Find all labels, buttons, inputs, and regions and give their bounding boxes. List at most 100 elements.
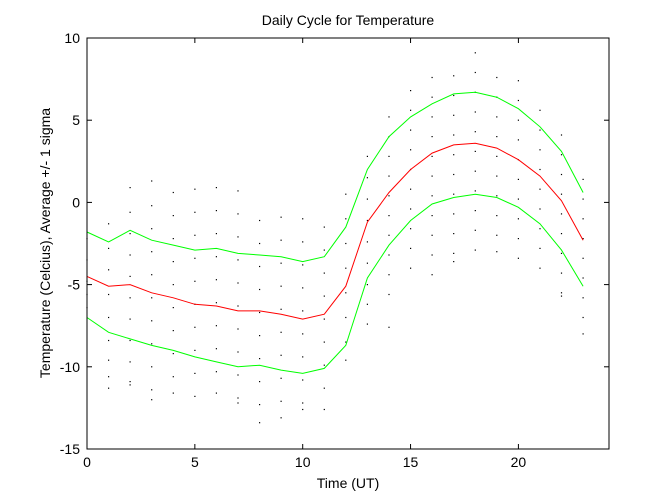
sample-point [517,139,519,141]
sample-point [280,308,282,310]
sample-point [302,287,304,289]
sample-point [215,233,217,235]
sample-point [474,229,476,231]
sample-point [345,316,347,319]
sample-point [431,76,433,79]
sample-point [582,316,584,319]
sample-point [582,297,584,299]
sample-point [172,215,174,217]
sample-point [345,341,347,343]
sample-point [129,339,131,342]
y-tick-label: -10 [60,359,80,375]
sample-point [517,198,519,200]
sample-point [560,252,563,254]
sample-point [431,234,433,236]
sample-point [237,397,239,399]
sample-point [280,262,282,264]
sample-point [410,90,412,92]
sample-point [151,366,153,368]
sample-point [194,211,196,213]
sample-point [388,175,390,177]
sample-point [539,168,541,171]
sample-point [151,228,153,230]
sample-point [280,331,282,333]
sample-point [517,218,519,220]
sample-point [129,361,131,363]
sample-point [259,335,261,337]
sample-point [453,213,455,215]
sample-point [517,178,519,180]
sample-point [280,400,282,402]
sample-point [151,251,153,253]
sample-point [323,249,325,251]
sample-point [323,341,325,343]
sample-point [496,155,498,157]
sample-point [194,257,196,259]
sample-point [366,155,368,157]
sample-point [259,288,261,291]
sample-point [560,272,563,274]
sample-point [237,190,239,192]
sample-point [560,193,563,195]
plot-area [87,38,609,449]
sample-point [474,52,476,54]
sample-point [474,71,476,74]
sample-point [496,76,498,79]
sample-point [366,177,368,179]
sample-point [496,234,498,236]
sample-point [194,280,196,282]
sample-point [129,381,131,383]
sample-point [560,213,563,215]
sample-point [151,320,153,322]
sample-point [172,353,174,355]
sample-point [560,134,563,136]
sample-point [496,175,498,177]
sample-point [172,330,174,332]
sample-point [237,305,239,307]
y-axis-label: Temperature (Celcius), Average +/- 1 sig… [37,108,53,378]
sample-point [539,109,541,111]
sample-point [215,187,217,189]
sample-point [302,379,304,381]
sample-point [474,190,476,192]
sample-point [410,109,412,111]
sample-point [280,417,282,419]
sample-point [388,234,390,236]
chart-title: Daily Cycle for Temperature [262,12,435,28]
sample-point [172,191,174,194]
y-tick-label: 5 [72,112,80,128]
sample-point [259,265,261,268]
sample-point [431,116,433,118]
x-tick-label: 5 [191,454,199,470]
sample-point [194,326,196,328]
sample-point [302,218,304,220]
scatter-points [86,52,584,424]
sample-point [453,193,455,195]
sample-point [517,238,519,240]
sample-point [410,188,412,190]
sample-point [388,215,390,217]
sample-point [215,348,217,350]
sample-point [129,233,131,235]
sample-point [215,279,217,281]
sample-point [108,376,110,378]
sample-point [431,274,433,276]
sample-point [302,402,304,404]
sample-point [560,173,563,176]
sample-point [431,96,433,98]
sample-point [259,242,261,245]
sample-point [431,155,433,157]
sample-point [323,295,325,297]
sample-point [539,208,541,210]
sample-point [474,150,476,152]
sample-point [172,261,174,263]
sample-point [259,219,261,222]
sample-point [366,198,368,200]
sample-point [560,292,563,294]
sample-point [474,131,476,133]
sample-point [496,136,498,138]
sample-point [410,129,412,131]
sample-point [496,251,498,253]
sample-point [496,116,498,118]
sample-point [129,384,131,386]
